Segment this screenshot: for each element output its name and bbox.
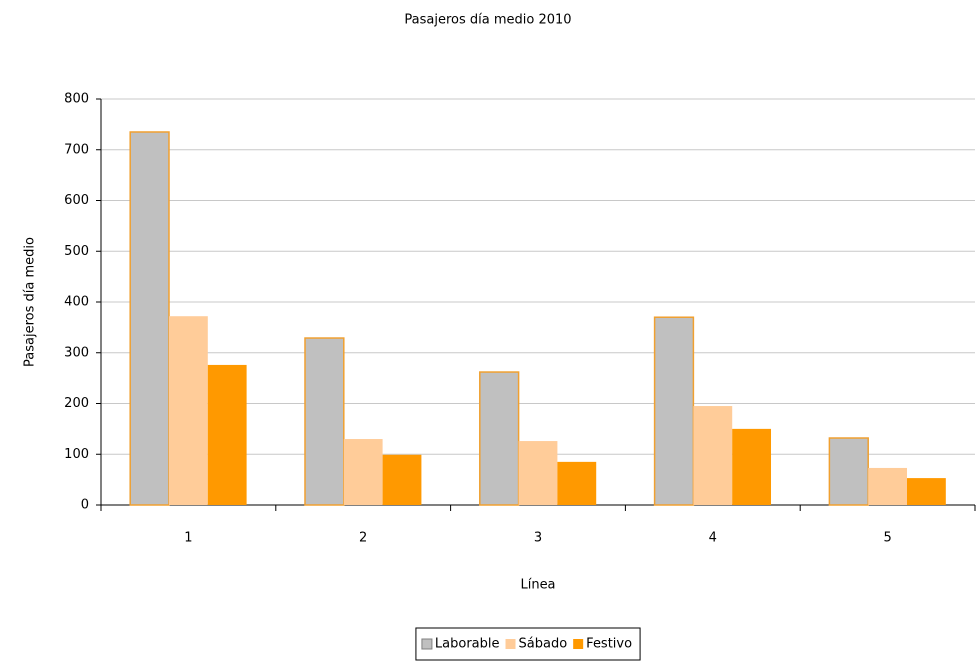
bar	[732, 428, 772, 505]
x-tick-label: 4	[709, 531, 717, 546]
legend-label: Sábado	[519, 637, 568, 652]
chart-title: Pasajeros día medio 2010	[404, 13, 571, 28]
bar	[518, 441, 558, 505]
y-tick-label: 0	[81, 498, 89, 513]
y-tick-label: 600	[64, 193, 89, 208]
bar	[479, 371, 520, 506]
x-tick-label: 1	[184, 531, 192, 546]
bar	[653, 316, 695, 506]
bar	[557, 461, 597, 505]
y-tick-label: 300	[64, 345, 89, 360]
x-tick-label: 2	[359, 531, 367, 546]
bar	[828, 437, 869, 506]
y-tick-label: 400	[64, 295, 89, 310]
legend-box	[415, 627, 641, 661]
y-axis-label: Pasajeros día medio	[23, 237, 38, 367]
bar	[907, 478, 946, 505]
y-tick-label: 500	[64, 244, 89, 259]
legend-label: Laborable	[435, 637, 500, 652]
bar	[168, 316, 208, 505]
y-tick-label: 800	[64, 92, 89, 107]
legend-label: Festivo	[586, 637, 632, 652]
legend-swatch	[505, 639, 516, 649]
bar	[129, 131, 170, 506]
legend-swatch	[573, 639, 584, 649]
y-tick-label: 200	[64, 396, 89, 411]
bar	[868, 467, 908, 505]
bar	[693, 406, 733, 505]
y-tick-label: 100	[64, 447, 89, 462]
legend: Laborable Sábado Festivo	[415, 627, 641, 661]
bar	[382, 454, 422, 505]
bar	[304, 337, 345, 506]
bar	[343, 439, 383, 505]
x-axis-label: Línea	[520, 578, 555, 593]
x-tick-label: 3	[534, 531, 542, 546]
x-tick-label: 5	[883, 531, 891, 546]
legend-swatch	[421, 638, 433, 650]
y-tick-label: 700	[64, 142, 89, 157]
bar	[207, 364, 247, 505]
